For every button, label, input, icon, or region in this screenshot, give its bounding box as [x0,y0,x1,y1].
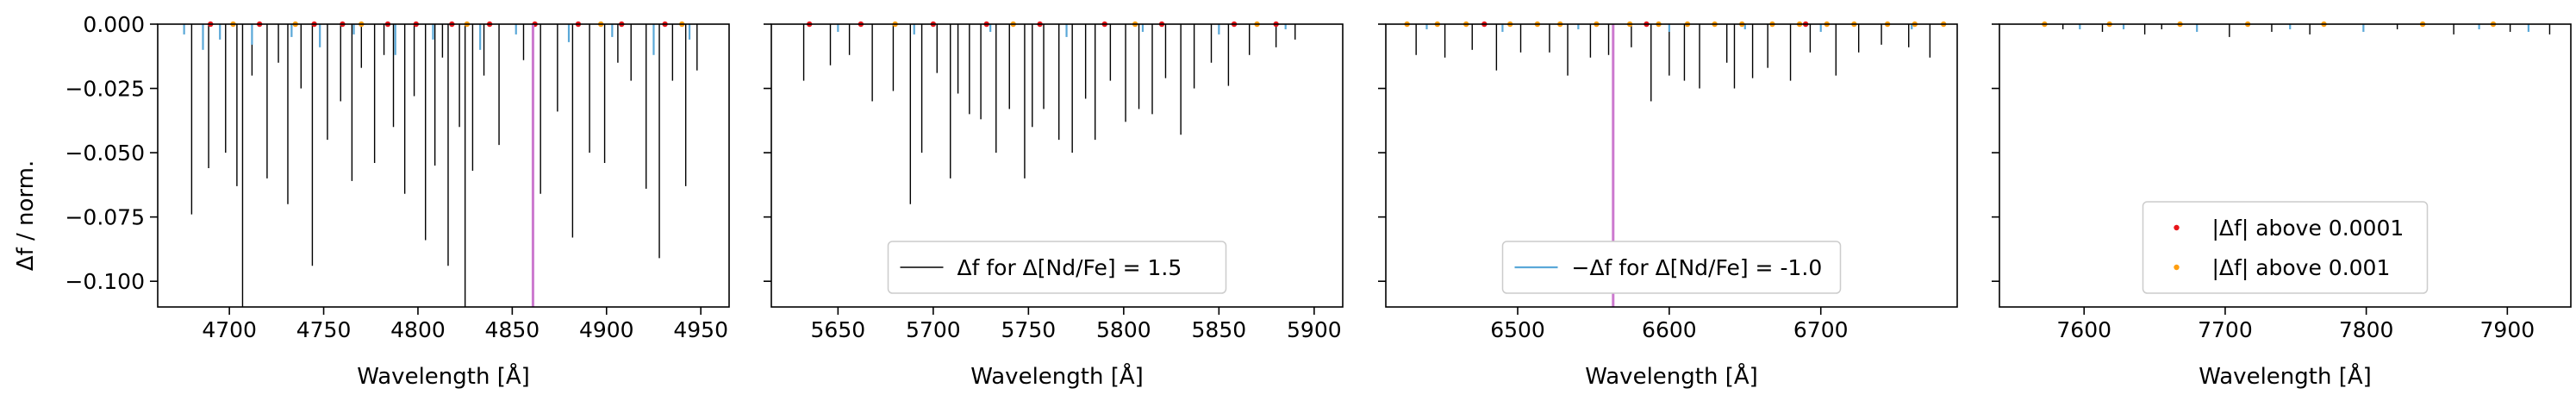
legend: Δf for Δ[Nd/Fe] = 1.5 [887,241,1227,294]
x-tick-label: 4850 [485,317,540,342]
axes-frame [1385,23,1958,308]
legend-frame [887,241,1227,294]
plot-area [1415,24,1931,102]
axes-frame [157,23,730,308]
x-tick-label: 5850 [1192,317,1247,342]
legend-label: |Δf| above 0.0001 [2212,216,2404,241]
y-axis-label: Δf / norm. [13,160,39,271]
legend-label: Δf for Δ[Nd/Fe] = 1.5 [957,255,1182,280]
panels: 4700 4750 4800 4850 4900 4950 Wavelength [Å] 0.… [65,12,2572,390]
plot-area [802,24,1296,204]
x-axis-label: Wavelength [Å] [357,362,530,390]
y-tick-label: −0.100 [65,269,145,294]
legend: −Δf for Δ[Nd/Fe] = -1.0 [1501,241,1842,294]
x-axis-label: Wavelength [Å] [2199,362,2372,390]
x-tick-label: 7600 [2056,317,2111,342]
x-tick-label: 5650 [811,317,866,342]
x-tick-label: 6700 [1793,317,1849,342]
x-tick-label: 5700 [906,317,961,342]
y-tick-label: 0.000 [83,12,145,37]
x-tick-label: 7900 [2480,317,2535,342]
y-tick-label: −0.075 [65,205,145,230]
legend-handle [2174,224,2180,231]
chart-panel-2: 5650 5700 5750 5800 5850 5900 Wavelength [Å] Δf… [764,21,1344,390]
x-tick-label: 7800 [2339,317,2394,342]
x-tick-label: 4750 [296,317,352,342]
y-tick-label: −0.050 [65,141,145,166]
x-tick-label: 5900 [1287,317,1342,342]
x-tick-label: 7700 [2198,317,2253,342]
legend-label: |Δf| above 0.001 [2212,255,2391,280]
chart-panel-1: 4700 4750 4800 4850 4900 4950 Wavelength [Å] 0.… [65,12,730,390]
x-tick-label: 5800 [1096,317,1151,342]
plot-area [183,24,698,307]
axes-frame [1999,23,2572,308]
legend-frame [1501,241,1842,294]
x-axis-label: Wavelength [Å] [970,362,1144,390]
x-tick-label: 4900 [579,317,634,342]
axes-frame [770,23,1344,308]
chart-panel-3: 6500 6600 6700 Wavelength [Å] −Δf for Δ[Nd/F… [1378,21,1958,390]
x-tick-label: 6500 [1490,317,1545,342]
x-axis-label: Wavelength [Å] [1585,362,1758,390]
legend-label: −Δf for Δ[Nd/Fe] = -1.0 [1572,255,1823,280]
legend: |Δf| above 0.0001 |Δf| above 0.001 [2142,201,2429,294]
legend-handle [2174,264,2180,271]
chart-panel-4: 7600 7700 7800 7900 Wavelength [Å] |Δf| above… [1992,21,2572,390]
y-tick-label: −0.025 [65,77,145,102]
x-tick-label: 5750 [1001,317,1057,342]
plot-area [2061,24,2551,37]
legend-frame [2142,201,2429,294]
x-tick-label: 4700 [202,317,257,342]
x-tick-label: 4800 [390,317,446,342]
x-tick-label: 6600 [1642,317,1697,342]
x-tick-label: 4950 [673,317,728,342]
